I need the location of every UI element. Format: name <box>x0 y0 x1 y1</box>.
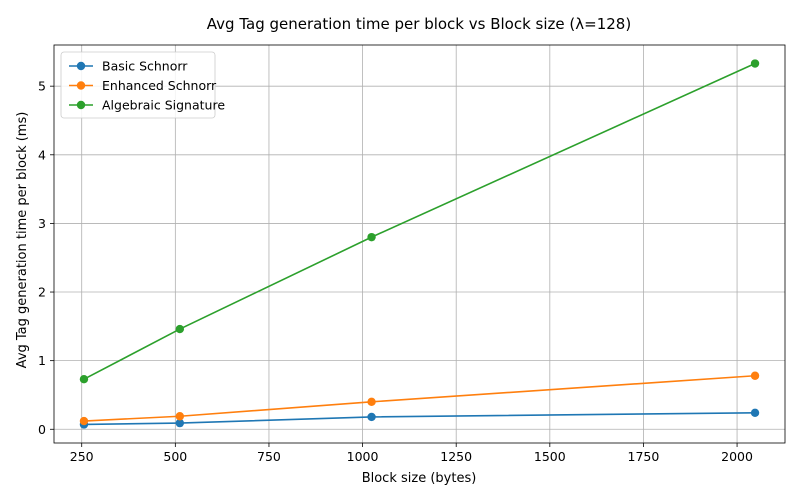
x-tick-label: 750 <box>257 449 281 464</box>
data-point <box>175 324 185 334</box>
data-point <box>750 59 760 68</box>
data-point <box>367 412 376 422</box>
data-point <box>750 408 760 418</box>
series-line <box>83 374 756 422</box>
legend-swatch-marker <box>76 81 86 90</box>
y-tick-label: 5 <box>38 79 46 94</box>
x-tick-label: 250 <box>70 449 94 464</box>
y-tick-label: 0 <box>38 422 46 437</box>
legend-box <box>60 51 216 119</box>
series-basic-schnorr <box>79 408 760 429</box>
y-tick-label: 2 <box>38 285 46 300</box>
y-tick-label: 3 <box>38 216 46 231</box>
chart-title: Avg Tag generation time per block vs Blo… <box>207 15 631 33</box>
plot-area <box>79 59 760 429</box>
legend-item: Algebraic Signature <box>69 98 225 113</box>
x-tick-label: 1500 <box>534 449 566 464</box>
x-tick-label: 500 <box>163 449 187 464</box>
x-axis-ticks: 250 500 750 1000 1250 1500 1750 2000 <box>70 443 753 464</box>
legend-label: Basic Schnorr <box>102 59 188 74</box>
legend-label: Algebraic Signature <box>102 98 225 113</box>
legend-item: Basic Schnorr <box>69 59 188 74</box>
y-axis-ticks: 0 1 2 3 4 5 <box>38 79 54 437</box>
y-tick-label: 1 <box>38 353 46 368</box>
legend-item: Enhanced Schnorr <box>69 78 217 93</box>
legend-swatch-marker <box>76 100 86 110</box>
x-tick-label: 2000 <box>721 449 753 464</box>
x-tick-label: 1000 <box>347 449 379 464</box>
data-point <box>367 232 376 242</box>
data-point <box>175 412 185 421</box>
series-enhanced-schnorr <box>79 371 760 426</box>
y-tick-label: 4 <box>38 147 46 162</box>
data-point <box>367 397 376 407</box>
x-tick-label: 1750 <box>628 449 660 464</box>
data-point <box>79 374 89 384</box>
series-line <box>83 412 756 426</box>
legend-swatch-marker <box>76 61 86 71</box>
series-line <box>83 62 756 380</box>
legend-label: Enhanced Schnorr <box>102 78 217 93</box>
series-algebraic-signature <box>79 59 760 384</box>
grid-lines <box>54 45 785 443</box>
y-axis-label: Avg Tag generation time per block (ms) <box>15 112 30 369</box>
data-point <box>750 371 760 380</box>
legend: Basic Schnorr Enhanced Schnorr Algebraic S… <box>60 51 225 119</box>
x-tick-label: 1250 <box>440 449 472 464</box>
x-axis-label: Block size (bytes) <box>362 471 477 486</box>
axes-frame <box>53 44 786 444</box>
data-point <box>79 416 89 426</box>
data-point <box>175 418 185 428</box>
